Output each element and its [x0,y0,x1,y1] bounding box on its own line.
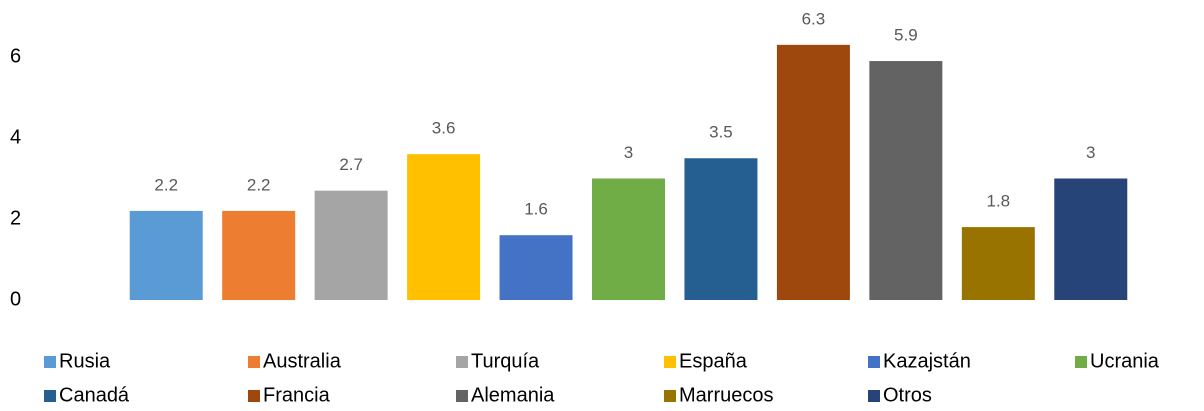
legend-label: Australia [263,350,342,372]
legend-label: España [679,350,748,372]
legend-swatch [664,356,676,368]
legend-label: Rusia [59,350,111,372]
bar [869,61,943,300]
data-label: 3 [1086,143,1095,162]
data-label: 2.7 [339,155,363,174]
legend-label: Ucrania [1090,350,1160,372]
data-label: 5.9 [894,26,918,45]
data-label: 2.2 [154,175,178,194]
legend-label: Canadá [59,384,130,406]
data-label: 1.8 [986,192,1010,211]
legend-swatch [1075,356,1087,368]
data-label: 3.5 [709,123,733,142]
y-tick-label: 4 [10,126,21,148]
legend-swatch [664,390,676,402]
bar [499,235,573,300]
bar [776,44,850,300]
bar [1054,178,1128,300]
legend-swatch [44,390,56,402]
legend-label: Francia [263,384,331,406]
data-label: 3.6 [432,119,456,138]
bar [592,178,665,300]
legend-swatch [868,356,880,368]
bar [961,227,1035,300]
bar [314,190,388,300]
legend-label: Otros [883,384,932,406]
bar [129,210,203,300]
bar [222,210,296,300]
legend-swatch [456,390,468,402]
legend-swatch [44,356,56,368]
bar [407,154,481,300]
y-tick-label: 0 [10,288,21,310]
bar [684,158,758,300]
legend-swatch [456,356,468,368]
data-label: 6.3 [802,9,826,28]
data-label: 3 [624,143,633,162]
legend-label: Alemania [471,384,555,406]
y-tick-label: 2 [10,207,21,229]
legend-label: Marruecos [679,384,773,406]
legend-swatch [248,390,260,402]
data-label: 2.2 [247,175,271,194]
legend-label: Turquía [471,350,540,372]
legend-swatch [868,390,880,402]
data-label: 1.6 [524,200,548,219]
y-tick-label: 6 [10,45,21,67]
legend-swatch [248,356,260,368]
legend-label: Kazajstán [883,350,971,372]
